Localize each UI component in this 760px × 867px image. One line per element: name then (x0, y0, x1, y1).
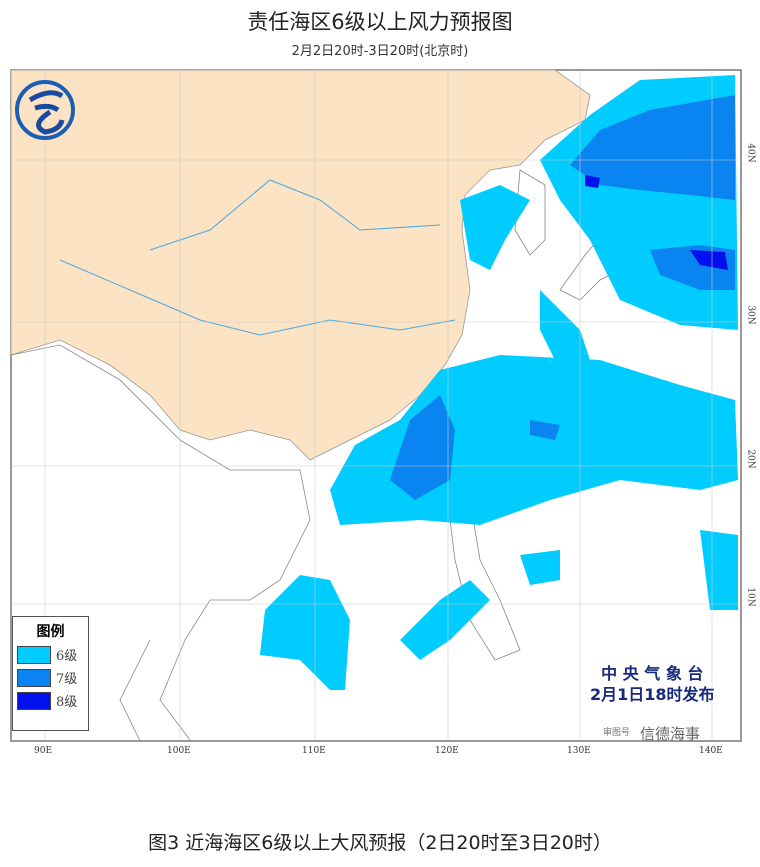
legend-item-6: 6级 (17, 645, 88, 664)
legend-swatch (17, 645, 51, 664)
source-watermark: 信德海事 (640, 725, 701, 743)
lon-label: 140E (699, 746, 723, 756)
lon-label: 90E (34, 746, 53, 756)
publisher-stamp: 中 央 气 象 台 2月1日18时发布 (590, 663, 715, 705)
legend-label: 7级 (56, 672, 78, 687)
legend-label: 8级 (56, 695, 78, 710)
legend-item-8: 8级 (17, 691, 88, 710)
legend-swatch (17, 668, 51, 687)
cma-logo (15, 80, 75, 140)
legend: 图例 6级 7级 8级 (12, 616, 89, 731)
lon-label: 110E (302, 746, 326, 756)
land-indochina (10, 344, 311, 742)
figure-caption: 图3 近海海区6级以上大风预报（2日20时至3日20时） (148, 832, 612, 854)
wind-zone-8 (585, 175, 728, 270)
map-title: 责任海区6级以上风力预报图 (247, 10, 513, 34)
publisher-name: 中 央 气 象 台 (601, 664, 704, 683)
river-yangtze (59, 259, 456, 336)
lon-label: 100E (167, 746, 191, 756)
lat-label: 30N (745, 305, 756, 325)
legend-title: 图例 (36, 624, 65, 640)
lat-label: 40N (745, 143, 756, 163)
map-subtitle: 2月2日20时-3日20时(北京时) (291, 44, 469, 59)
map-number-watermark: 审图号 (603, 728, 631, 738)
lon-label: 130E (567, 746, 591, 756)
lat-label: 10N (745, 587, 756, 607)
lat-label: 20N (745, 449, 756, 469)
legend-item-7: 7级 (17, 668, 88, 687)
legend-swatch (17, 691, 51, 710)
lon-label: 120E (435, 746, 459, 756)
wind-zone-7 (390, 95, 735, 500)
river-yellow (149, 179, 441, 251)
publish-time: 2月1日18时发布 (590, 685, 715, 704)
legend-label: 6级 (56, 649, 78, 664)
